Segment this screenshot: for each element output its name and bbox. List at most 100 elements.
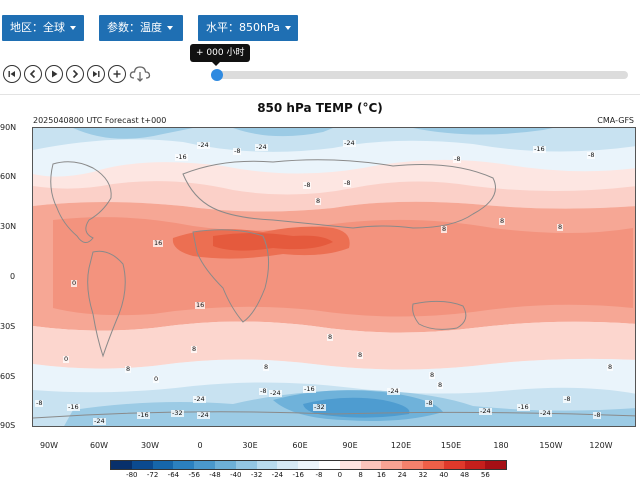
colorbar-swatch <box>214 461 236 469</box>
contour-label: -16 <box>137 411 150 419</box>
last-frame-button[interactable] <box>87 65 105 83</box>
contour-label: -24 <box>255 143 268 151</box>
contour-label: -8 <box>233 147 242 155</box>
contour-label: 8 <box>499 217 506 225</box>
colorbar-swatch <box>485 461 507 469</box>
contour-label: -24 <box>193 395 206 403</box>
contour-label: 8 <box>191 345 198 353</box>
colorbar-swatch <box>360 461 382 469</box>
colorbar-swatch <box>277 461 299 469</box>
contour-label: -24 <box>343 139 356 147</box>
colorbar-label: -8 <box>315 471 323 479</box>
colorbar-label: 40 <box>439 471 449 479</box>
lon-label: 150W <box>539 441 563 450</box>
region-label: 地区：全球 <box>10 21 65 34</box>
colorbar-swatch <box>194 461 215 469</box>
zoom-in-icon <box>113 70 121 78</box>
prev-icon <box>29 69 36 79</box>
cloud-download-icon <box>129 66 151 82</box>
contour-label: 16 <box>153 239 164 247</box>
contour-label: -8 <box>587 151 596 159</box>
play-button[interactable] <box>45 65 63 83</box>
contour-label: -24 <box>93 417 106 425</box>
colorbar-swatch <box>131 461 153 469</box>
lon-label: 30W <box>140 441 160 450</box>
contour-label: 8 <box>557 223 564 231</box>
contour-label: 8 <box>429 371 436 379</box>
contour-label: 0 <box>71 279 78 287</box>
contour-label: -8 <box>259 387 268 395</box>
contour-label: -8 <box>453 155 462 163</box>
lon-label: 90W <box>39 441 59 450</box>
contour-label: 8 <box>327 333 334 341</box>
last-icon <box>93 71 100 77</box>
contour-label: 8 <box>607 363 614 371</box>
colorbar-label: 8 <box>358 471 363 479</box>
timeline-track[interactable] <box>216 71 628 79</box>
contour-label: -8 <box>563 395 572 403</box>
lon-label: 90E <box>342 441 358 450</box>
colorbar-label: 56 <box>480 471 490 479</box>
chevron-down-icon <box>284 26 291 30</box>
contour-label: -32 <box>313 403 326 411</box>
colorbar-swatch <box>111 461 132 469</box>
contour-label: -16 <box>533 145 546 153</box>
colorbar-swatch <box>318 461 340 469</box>
lon-label: 30E <box>242 441 258 450</box>
play-icon <box>52 70 58 78</box>
colorbar-swatch <box>256 461 278 469</box>
region-dropdown[interactable]: 地区：全球 <box>2 15 84 41</box>
contour-label: -24 <box>269 389 282 397</box>
contour-label: 8 <box>125 365 132 373</box>
contour-label: -16 <box>175 153 188 161</box>
lon-label: 150E <box>440 441 462 450</box>
next-frame-button[interactable] <box>66 65 84 83</box>
lat-label: 0 <box>10 272 16 281</box>
colorbar-swatch <box>402 461 423 469</box>
contour-label: -24 <box>197 411 210 419</box>
download-button[interactable] <box>129 64 151 84</box>
run-label: 2025040800 UTC Forecast t+000 <box>33 116 167 125</box>
colorbar-label: -48 <box>209 471 221 479</box>
contour-label: 8 <box>357 351 364 359</box>
colorbar <box>110 460 508 470</box>
source-label: CMA-GFS <box>597 116 634 125</box>
temperature-map[interactable]: -24 -8 -24 -16 -24 -8 -16 -8 -8 -8 16 8 … <box>32 127 636 427</box>
colorbar-swatch <box>339 461 361 469</box>
lon-label: 60E <box>292 441 308 450</box>
colorbar-label: -40 <box>230 471 242 479</box>
colorbar-swatch <box>235 461 257 469</box>
contour-label: -16 <box>67 403 80 411</box>
first-frame-button[interactable] <box>3 65 21 83</box>
contour-label: 0 <box>153 375 160 383</box>
contour-label: 8 <box>315 197 322 205</box>
colorbar-label: -72 <box>146 471 159 479</box>
contour-label: -8 <box>35 399 44 407</box>
contour-label: -8 <box>425 399 434 407</box>
timeline-handle[interactable] <box>211 69 223 81</box>
contour-label: 8 <box>263 363 270 371</box>
divider <box>0 94 640 95</box>
colorbar-label: -56 <box>188 471 200 479</box>
chevron-down-icon <box>167 26 173 30</box>
time-tooltip: + 000 小时 <box>190 44 251 66</box>
zoom-in-button[interactable] <box>108 65 126 83</box>
colorbar-label: 32 <box>418 471 428 479</box>
level-dropdown[interactable]: 水平：850hPa <box>198 15 298 41</box>
colorbar-label: -64 <box>167 471 180 479</box>
colorbar-label: 16 <box>376 471 386 479</box>
chevron-down-icon <box>70 26 76 30</box>
contour-label: -16 <box>517 403 530 411</box>
colorbar-swatch <box>173 461 195 469</box>
colorbar-swatch <box>422 461 444 469</box>
contour-label: -16 <box>303 385 316 393</box>
temperature-field <box>33 128 635 426</box>
prev-frame-button[interactable] <box>24 65 42 83</box>
contour-label: -8 <box>343 179 352 187</box>
lat-label: 90N <box>0 123 17 132</box>
parameter-label: 参数：温度 <box>107 21 162 34</box>
parameter-dropdown[interactable]: 参数：温度 <box>99 15 183 41</box>
colorbar-label: 0 <box>337 471 343 479</box>
lon-label: 180 <box>493 441 509 450</box>
lon-label: 0 <box>197 441 203 450</box>
